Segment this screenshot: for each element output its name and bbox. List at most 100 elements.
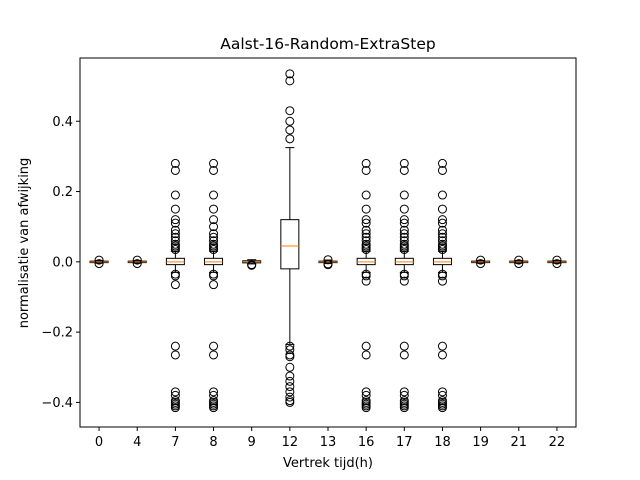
flier-point [209,190,219,200]
y-tick-label: −0.2 [41,326,73,341]
flier-point [170,190,180,200]
flier-point [437,232,447,242]
chart-title: Aalst-16-Random-ExtraStep [220,35,435,53]
flier-point [552,255,562,265]
flier-point [170,229,180,239]
flier-point [285,362,295,372]
flier-point [170,387,180,397]
flier-point [399,232,409,242]
x-tick-label: 17 [396,435,413,450]
flier-point [209,165,219,175]
x-tick-label: 0 [95,435,103,450]
flier-point [437,236,447,246]
flier-point [399,236,409,246]
flier-point [399,218,409,228]
flier-point [209,232,219,242]
flier-point [437,190,447,200]
x-tick-label: 9 [248,435,256,450]
flier-point [361,236,371,246]
flier-point [170,403,180,413]
x-tick-label: 16 [358,435,375,450]
flier-point [209,222,219,232]
flier-point [132,255,142,265]
x-tick-label: 13 [320,435,337,450]
flier-point [170,158,180,168]
flier-point [170,215,180,225]
flier-point [209,341,219,351]
flier-point [209,403,219,413]
y-tick-label: −0.4 [41,396,73,411]
flier-point [285,345,295,355]
y-tick-label: 0.4 [52,115,73,130]
x-tick-label: 12 [282,435,299,450]
flier-point [361,229,371,239]
x-tick-label: 22 [549,435,566,450]
flier-point [209,215,219,225]
flier-point [437,229,447,239]
flier-point [285,397,295,407]
flier-point [361,276,371,286]
flier-point [361,225,371,235]
x-axis-label: Vertrek tijd(h) [283,456,373,471]
flier-point [170,341,180,351]
flier-point [209,158,219,168]
flier-point [437,390,447,400]
flier-point [399,390,409,400]
flier-point [437,218,447,228]
flier-point [285,106,295,116]
flier-point [437,271,447,281]
flier-point [399,271,409,281]
flier-point [361,190,371,200]
flier-point [437,403,447,413]
flier-point [170,245,180,255]
flier-point [247,260,257,270]
flier-point [361,390,371,400]
flier-point [323,255,333,265]
flier-point [285,352,295,362]
flier-point [361,403,371,413]
flier-point [361,350,371,360]
flier-point [399,190,409,200]
y-tick-label: 0.2 [52,185,73,200]
flier-point [285,392,295,402]
flier-point [399,276,409,286]
flier-point [132,259,142,269]
flier-point [170,232,180,242]
flier-point [437,225,447,235]
x-tick-label: 19 [472,435,489,450]
flier-point [399,215,409,225]
flier-point [552,259,562,269]
flier-point [437,387,447,397]
flier-point [285,69,295,79]
flier-point [170,350,180,360]
flier-point [399,225,409,235]
flier-point [361,387,371,397]
x-tick-label: 4 [133,435,141,450]
flier-point [170,218,180,228]
flier-point [170,204,180,214]
flier-point [209,271,219,281]
x-tick-label: 8 [209,435,217,450]
flier-point [476,255,486,265]
flier-point [361,158,371,168]
flier-point [437,276,447,286]
flier-point [399,229,409,239]
flier-point [399,350,409,360]
x-tick-label: 7 [171,435,179,450]
flier-point [209,280,219,290]
flier-point [94,259,104,269]
flier-point [361,215,371,225]
flier-point [399,341,409,351]
plot-area: 0 4 7 8 9 12 13 16 17 18 19 21 22 −0.4 −0.2 0.0 0.2 0.4 [41,57,577,450]
flier-point [399,204,409,214]
flier-point [170,165,180,175]
flier-point [399,158,409,168]
flier-point [399,403,409,413]
flier-point [399,245,409,255]
flier-point [399,387,409,397]
flier-point [209,387,219,397]
flier-point [361,204,371,214]
flier-point [285,116,295,126]
flier-point [209,390,219,400]
